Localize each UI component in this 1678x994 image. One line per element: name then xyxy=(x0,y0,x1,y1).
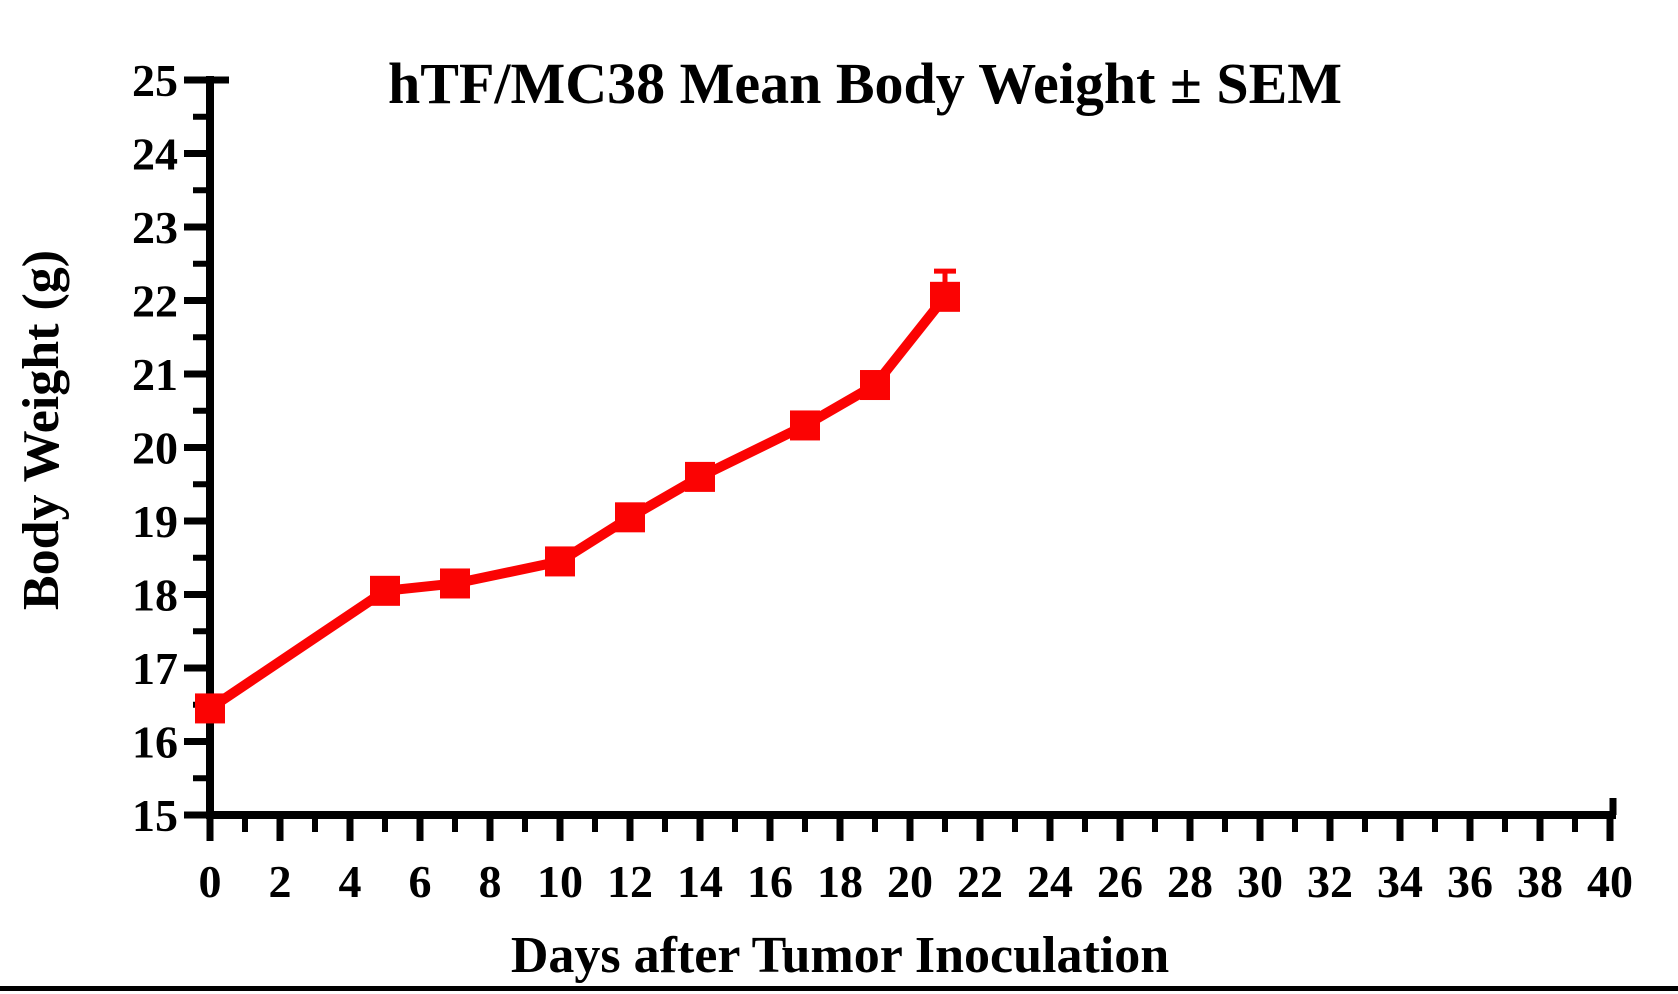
x-tick-label: 20 xyxy=(887,856,933,907)
x-tick-label: 16 xyxy=(747,856,793,907)
y-tick-label: 17 xyxy=(132,643,178,694)
data-point-marker xyxy=(685,461,715,492)
x-tick-label: 12 xyxy=(607,856,653,907)
x-tick-label: 40 xyxy=(1587,856,1633,907)
y-tick-label: 21 xyxy=(132,349,178,400)
axes-layer xyxy=(206,76,1617,819)
y-tick-label: 18 xyxy=(132,570,178,621)
x-tick-label: 2 xyxy=(269,856,292,907)
series-line xyxy=(207,293,949,713)
x-tick-label: 4 xyxy=(339,856,362,907)
y-tick-label: 20 xyxy=(132,423,178,474)
y-axis-title: Body Weight (g) xyxy=(13,250,70,610)
x-axis-title: Days after Tumor Inoculation xyxy=(511,927,1169,984)
x-tick-label: 6 xyxy=(409,856,432,907)
x-tick-label: 10 xyxy=(537,856,583,907)
y-tick-label: 22 xyxy=(132,276,178,327)
data-point-marker xyxy=(195,693,225,724)
x-tick-label: 32 xyxy=(1307,856,1353,907)
series-layer xyxy=(195,268,960,724)
data-point-marker xyxy=(790,410,820,441)
x-tick-label: 30 xyxy=(1237,856,1283,907)
data-point-marker xyxy=(615,502,645,533)
tick-labels-layer: 0 2 4 6 8 10 12 14 16 18 20 22 24 26 28 30 32 34 36 38 40151… xyxy=(132,55,1633,907)
y-tick-label: 15 xyxy=(132,790,178,841)
x-tick-label: 0 xyxy=(199,856,222,907)
data-point-marker xyxy=(440,568,470,599)
data-point-marker xyxy=(545,546,575,577)
chart-title: hTF/MC38 Mean Body Weight ± SEM xyxy=(388,51,1342,116)
x-tick-label: 14 xyxy=(677,856,723,907)
y-tick-label: 24 xyxy=(132,129,178,180)
x-tick-label: 26 xyxy=(1097,856,1143,907)
ticks-layer xyxy=(184,76,1614,841)
y-tick-label: 19 xyxy=(132,496,178,547)
x-tick-label: 38 xyxy=(1517,856,1563,907)
data-point-marker xyxy=(370,575,400,606)
x-tick-label: 24 xyxy=(1027,856,1073,907)
x-tick-label: 8 xyxy=(479,856,502,907)
x-tick-label: 22 xyxy=(957,856,1003,907)
bottom-border-line xyxy=(0,986,1678,991)
y-tick-label: 25 xyxy=(132,55,178,106)
data-point-marker xyxy=(930,281,960,312)
x-tick-label: 34 xyxy=(1377,856,1423,907)
x-tick-label: 36 xyxy=(1447,856,1493,907)
x-tick-label: 18 xyxy=(817,856,863,907)
y-tick-label: 16 xyxy=(132,717,178,768)
x-tick-label: 28 xyxy=(1167,856,1213,907)
data-point-marker xyxy=(860,370,890,401)
y-tick-label: 23 xyxy=(132,202,178,253)
